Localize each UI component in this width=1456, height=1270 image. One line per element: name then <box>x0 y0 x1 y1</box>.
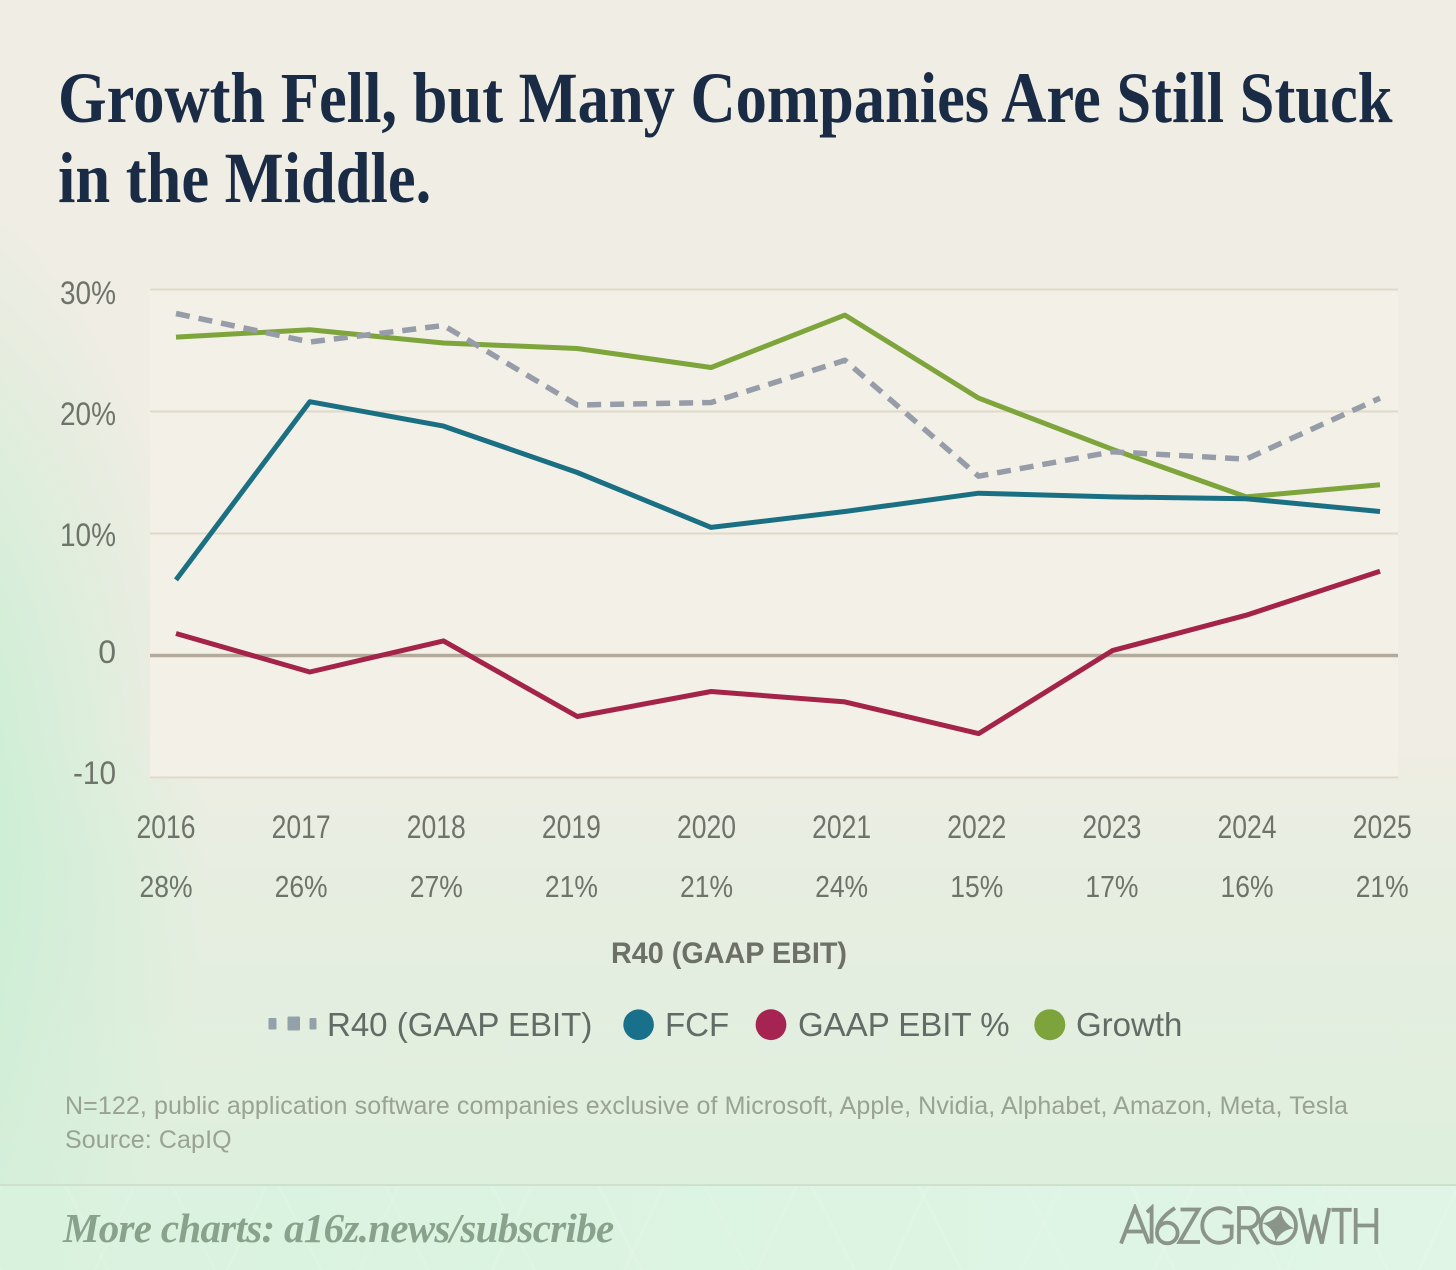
svg-text:20%: 20% <box>60 396 116 432</box>
svg-text:2022: 2022 <box>947 809 1006 845</box>
svg-text:2017: 2017 <box>272 809 331 845</box>
svg-text:2024: 2024 <box>1218 809 1277 845</box>
svg-text:15%: 15% <box>950 870 1003 904</box>
svg-text:28%: 28% <box>140 870 193 904</box>
svg-text:Growth: Growth <box>1076 1006 1182 1043</box>
svg-text:0: 0 <box>98 634 116 670</box>
svg-text:27%: 27% <box>410 870 463 904</box>
svg-text:17%: 17% <box>1085 870 1138 904</box>
svg-text:16%: 16% <box>1221 870 1274 904</box>
svg-text:-10: -10 <box>73 755 116 791</box>
svg-text:R40 (GAAP EBIT): R40 (GAAP EBIT) <box>611 937 847 970</box>
svg-text:2021: 2021 <box>812 809 871 845</box>
svg-text:R40 (GAAP EBIT): R40 (GAAP EBIT) <box>327 1006 592 1043</box>
svg-text:FCF: FCF <box>665 1006 729 1043</box>
svg-text:2025: 2025 <box>1353 809 1412 845</box>
svg-text:2020: 2020 <box>677 809 736 845</box>
svg-text:24%: 24% <box>815 870 868 904</box>
svg-text:21%: 21% <box>1356 870 1409 904</box>
svg-text:21%: 21% <box>680 870 733 904</box>
svg-text:2016: 2016 <box>137 809 196 845</box>
svg-text:21%: 21% <box>545 870 598 904</box>
svg-text:2023: 2023 <box>1082 809 1141 845</box>
svg-text:2018: 2018 <box>407 809 466 845</box>
svg-text:GAAP EBIT %: GAAP EBIT % <box>798 1006 1010 1043</box>
svg-text:10%: 10% <box>60 517 116 553</box>
svg-text:26%: 26% <box>275 870 328 904</box>
svg-text:2019: 2019 <box>542 809 601 845</box>
svg-text:30%: 30% <box>60 275 116 311</box>
